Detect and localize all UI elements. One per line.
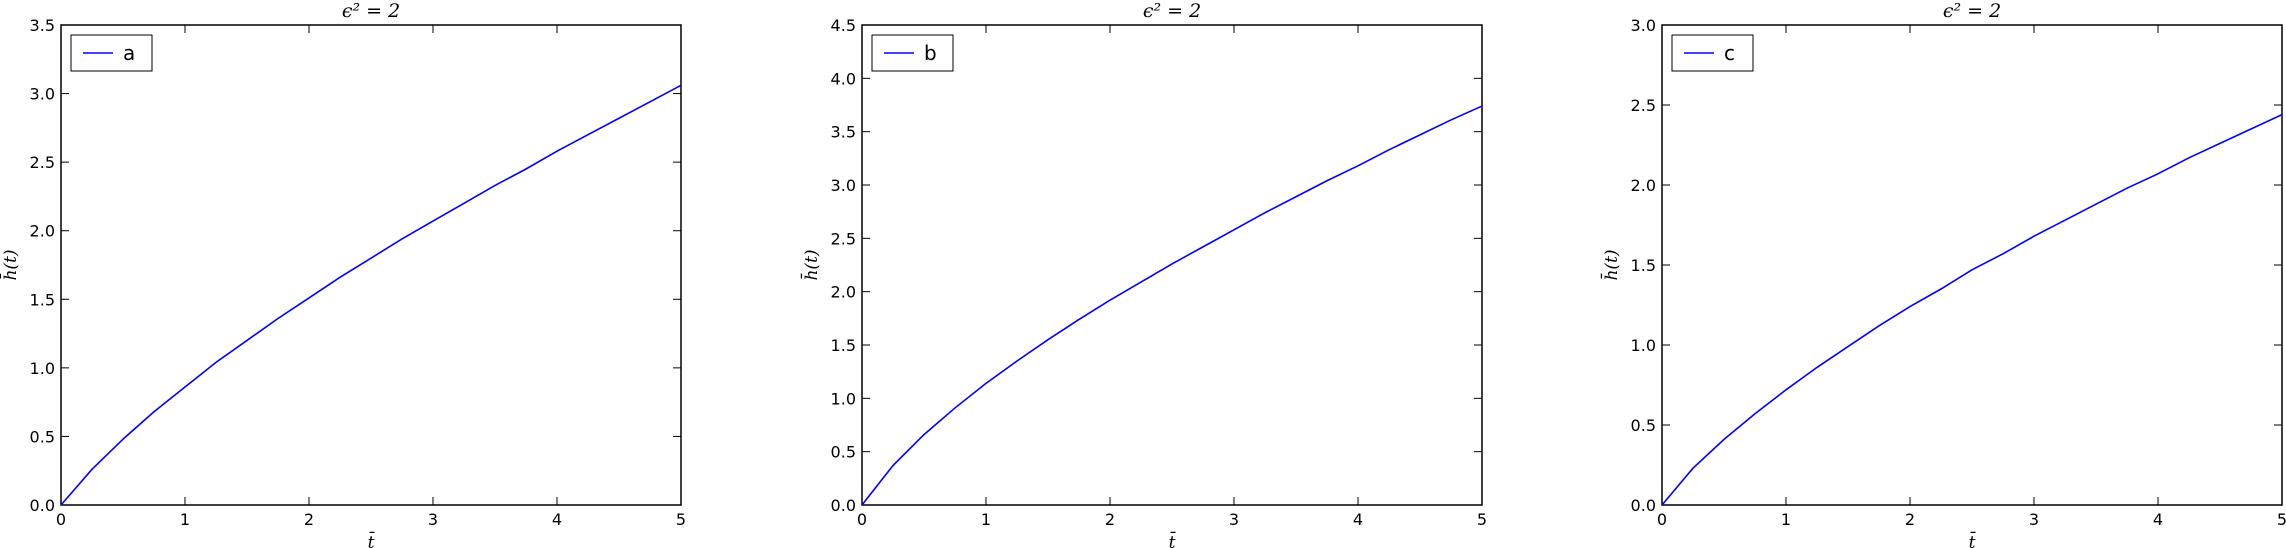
- y-tick-label: 0.0: [831, 496, 856, 515]
- legend-label-c: c: [1724, 41, 1735, 65]
- x-tick-label: 1: [180, 510, 190, 529]
- x-tick-label: 3: [2029, 510, 2039, 529]
- x-tick-label: 4: [1353, 510, 1363, 529]
- x-tick-label: 3: [1229, 510, 1239, 529]
- x-tick-label: 1: [981, 510, 991, 529]
- y-tick-label: 0.5: [30, 427, 55, 446]
- y-tick-label: 1.0: [30, 359, 55, 378]
- y-tick-label: 1.0: [1631, 336, 1656, 355]
- y-tick-label: 1.5: [1631, 256, 1656, 275]
- y-tick-label: 0.5: [1631, 416, 1656, 435]
- y-tick-label: 3.0: [1631, 16, 1656, 35]
- legend: b: [871, 34, 954, 72]
- y-tick-label: 2.0: [30, 222, 55, 241]
- y-tick-label: 0.0: [1631, 496, 1656, 515]
- y-tick-label: 0.5: [831, 443, 856, 462]
- y-tick-label: 1.5: [30, 290, 55, 309]
- x-axis-label: t̄: [1169, 530, 1176, 548]
- x-tick-label: 2: [1105, 510, 1115, 529]
- series-line-a: [60, 84, 682, 506]
- x-tick-label: 4: [552, 510, 562, 529]
- y-tick-label: 2.5: [831, 229, 856, 248]
- x-tick-label: 0: [56, 510, 66, 529]
- chart-panel-c: 0 1 2 3 4 5 0.0 0.5 1.0 1.5 2.0 2.5 3.0 ϵ² = 2 t̄ h̄(t)…: [1599, 0, 2286, 548]
- legend: c: [1671, 34, 1754, 72]
- chart-panel-a: 0 1 2 3 4 5 0.0 0.5 1.0 1.5 2.0 2.5 3.0 3.5 ϵ² = 2 t̄ h̄…: [0, 0, 686, 548]
- y-tick-label: 3.0: [831, 176, 856, 195]
- x-tick-label: 1: [1781, 510, 1791, 529]
- y-tick-label: 3.5: [30, 16, 55, 35]
- x-tick-label: 5: [1477, 510, 1487, 529]
- y-tick-label: 2.0: [1631, 176, 1656, 195]
- x-tick-label: 2: [1905, 510, 1915, 529]
- x-tick-label: 2: [304, 510, 314, 529]
- y-axis-label: h̄(t): [1599, 249, 1622, 280]
- series-line-c: [1661, 113, 2283, 506]
- x-tick-label: 3: [428, 510, 438, 529]
- y-tick-label: 4.0: [831, 69, 856, 88]
- y-tick-label: 1.0: [831, 389, 856, 408]
- y-axis-label: h̄(t): [0, 249, 21, 280]
- plot-frame: [861, 24, 1483, 506]
- y-tick-label: 2.5: [30, 153, 55, 172]
- plot-frame: [60, 24, 682, 506]
- y-tick-label: 4.5: [831, 16, 856, 35]
- chart-title: ϵ² = 2: [1143, 0, 1201, 22]
- y-tick-label: 3.5: [831, 123, 856, 142]
- x-axis-label: t̄: [1969, 530, 1976, 548]
- y-axis-label: h̄(t): [799, 249, 822, 280]
- legend-label-b: b: [924, 41, 937, 65]
- x-tick-label: 0: [1657, 510, 1667, 529]
- x-tick-label: 5: [676, 510, 686, 529]
- chart-title: ϵ² = 2: [1943, 0, 2001, 22]
- y-tick-label: 2.5: [1631, 96, 1656, 115]
- x-axis-label: t̄: [368, 530, 375, 548]
- chart-panel-b: 0 1 2 3 4 5 0.0 0.5 1.0 1.5 2.0 2.5 3.0 3.5 4.0 4.5 ϵ² =…: [799, 0, 1487, 548]
- legend-label-a: a: [123, 41, 135, 65]
- y-tick-label: 3.0: [30, 85, 55, 104]
- y-tick-label: 2.0: [831, 283, 856, 302]
- chart-title: ϵ² = 2: [342, 0, 400, 22]
- x-tick-label: 5: [2277, 510, 2286, 529]
- x-tick-label: 4: [2153, 510, 2163, 529]
- legend: a: [70, 34, 153, 72]
- y-tick-label: 1.5: [831, 336, 856, 355]
- plot-frame: [1661, 24, 2283, 506]
- x-tick-label: 0: [857, 510, 867, 529]
- y-tick-label: 0.0: [30, 496, 55, 515]
- series-line-b: [861, 105, 1483, 506]
